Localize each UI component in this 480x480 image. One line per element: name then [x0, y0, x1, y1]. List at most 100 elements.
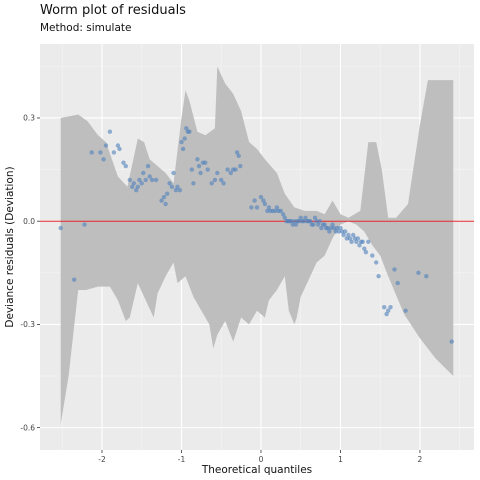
- residual-point: [298, 215, 303, 220]
- residual-point: [362, 246, 367, 251]
- residual-point: [165, 191, 170, 196]
- residual-point: [281, 212, 286, 217]
- residual-point: [143, 177, 148, 183]
- residual-point: [266, 205, 272, 210]
- residual-point: [127, 177, 132, 183]
- residual-point: [352, 236, 357, 241]
- x-tick-label: -2: [98, 455, 106, 464]
- residual-point: [219, 177, 224, 183]
- y-tick-label: 0.0: [23, 217, 35, 226]
- residual-point: [392, 267, 397, 272]
- residual-point: [189, 167, 194, 172]
- residual-point: [149, 177, 155, 183]
- residual-point: [331, 225, 337, 231]
- residual-point: [290, 222, 295, 227]
- residual-point: [147, 174, 152, 179]
- residual-point: [346, 232, 351, 238]
- chart-subtitle: Method: simulate: [40, 22, 131, 34]
- x-axis: -2 -1 0 1 2: [98, 450, 423, 464]
- residual-point: [111, 150, 117, 155]
- residual-point: [234, 150, 240, 155]
- residual-point: [163, 201, 168, 207]
- residual-point: [343, 229, 348, 234]
- residual-point: [115, 143, 121, 148]
- residual-point: [187, 129, 192, 134]
- residual-point: [198, 170, 203, 176]
- residual-point: [376, 274, 381, 279]
- residual-point: [308, 219, 313, 224]
- residual-point: [330, 222, 335, 227]
- residual-point: [153, 177, 159, 183]
- residual-point: [354, 239, 359, 244]
- residual-point: [416, 270, 421, 275]
- residual-point: [325, 225, 330, 231]
- residual-point: [179, 139, 184, 145]
- residual-point: [130, 184, 135, 189]
- residual-point: [175, 184, 180, 189]
- residual-point: [273, 208, 278, 214]
- residual-point: [196, 163, 202, 169]
- residual-point: [82, 222, 87, 227]
- residual-point: [370, 253, 375, 258]
- residual-point: [351, 232, 356, 238]
- chart-title: Worm plot of residuals: [40, 3, 186, 18]
- x-axis-title: Theoretical quantiles: [201, 464, 312, 476]
- residual-point: [121, 160, 126, 165]
- residual-point: [203, 160, 208, 165]
- residual-point: [333, 229, 338, 234]
- residual-point: [123, 163, 128, 169]
- residual-point: [339, 229, 345, 234]
- residual-point: [171, 170, 176, 176]
- residual-point: [360, 239, 365, 244]
- residual-point: [141, 170, 146, 176]
- residual-point: [395, 280, 400, 286]
- residual-point: [265, 208, 270, 214]
- residual-point: [341, 232, 346, 238]
- residual-point: [101, 157, 106, 162]
- residual-point: [254, 205, 260, 210]
- residual-point: [328, 225, 334, 231]
- residual-point: [386, 308, 391, 313]
- residual-point: [238, 163, 243, 169]
- residual-point: [191, 181, 196, 186]
- residual-point: [233, 167, 238, 172]
- y-axis: -0.6 -0.3 0.0 0.3: [20, 114, 40, 432]
- residual-point: [262, 201, 268, 207]
- residual-point: [292, 219, 297, 224]
- residual-point: [252, 198, 257, 203]
- residual-point: [209, 181, 214, 186]
- x-tick-label: 2: [418, 455, 423, 464]
- residual-point: [403, 308, 408, 313]
- residual-point: [327, 229, 332, 234]
- residual-point: [424, 274, 429, 279]
- residual-point: [205, 167, 210, 172]
- residual-point: [184, 126, 189, 131]
- residual-point: [355, 236, 361, 241]
- residual-point: [335, 225, 340, 231]
- residual-point: [139, 181, 144, 186]
- residual-point: [182, 136, 187, 141]
- residual-point: [336, 229, 342, 234]
- residual-point: [117, 146, 122, 152]
- residual-point: [303, 215, 308, 220]
- residual-point: [349, 239, 354, 244]
- residual-point: [366, 239, 371, 244]
- residual-point: [322, 222, 327, 227]
- residual-point: [319, 225, 324, 231]
- residual-point: [107, 129, 113, 134]
- residual-points: [58, 126, 454, 344]
- residual-point: [177, 188, 183, 193]
- residual-point: [374, 260, 379, 265]
- residual-point: [384, 311, 389, 317]
- residual-point: [173, 188, 179, 193]
- residual-point: [282, 215, 287, 220]
- residual-point: [212, 177, 218, 183]
- residual-point: [316, 222, 321, 227]
- residual-point: [317, 219, 322, 224]
- y-tick-label: -0.6: [20, 423, 35, 432]
- residual-point: [58, 225, 63, 231]
- residual-point: [215, 170, 220, 176]
- residual-point: [289, 219, 294, 224]
- residual-point: [312, 215, 318, 220]
